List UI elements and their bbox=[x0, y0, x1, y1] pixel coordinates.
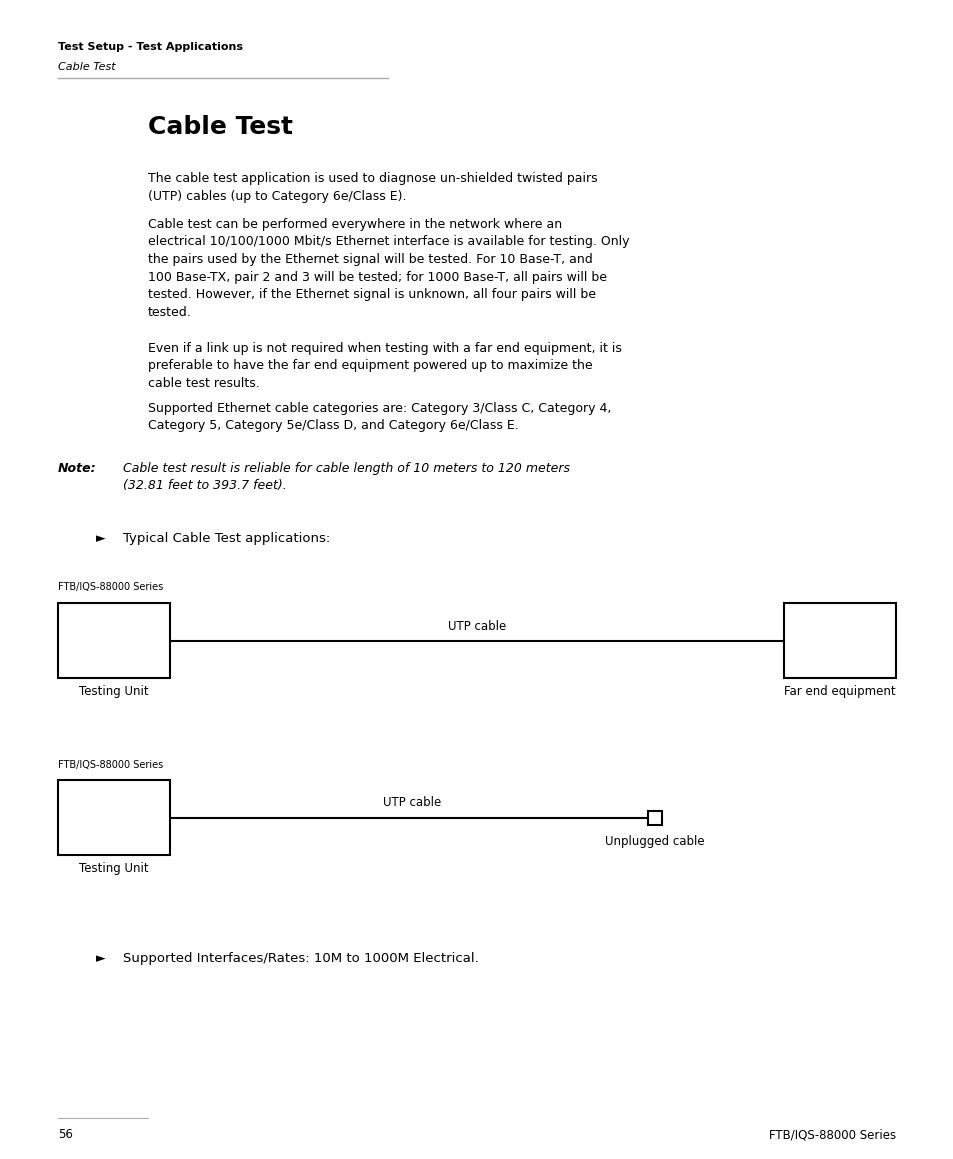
Text: Cable Test: Cable Test bbox=[58, 61, 115, 72]
Text: UTP cable: UTP cable bbox=[447, 620, 506, 633]
Text: Far end equipment: Far end equipment bbox=[783, 685, 895, 698]
Bar bbox=[58, 780, 170, 855]
Text: Even if a link up is not required when testing with a far end equipment, it is
p: Even if a link up is not required when t… bbox=[148, 342, 621, 389]
Text: FTB/IQS-88000 Series: FTB/IQS-88000 Series bbox=[768, 1128, 895, 1140]
Text: Cable test can be performed everywhere in the network where an
electrical 10/100: Cable test can be performed everywhere i… bbox=[148, 218, 629, 319]
Text: Cable test result is reliable for cable length of 10 meters to 120 meters
(32.81: Cable test result is reliable for cable … bbox=[123, 462, 569, 493]
Text: Test Setup - Test Applications: Test Setup - Test Applications bbox=[58, 42, 243, 52]
Text: Supported Interfaces/Rates: 10M to 1000M Electrical.: Supported Interfaces/Rates: 10M to 1000M… bbox=[123, 952, 478, 965]
Text: Supported Ethernet cable categories are: Category 3/Class C, Category 4,
Categor: Supported Ethernet cable categories are:… bbox=[148, 402, 611, 432]
Text: UTP cable: UTP cable bbox=[383, 796, 441, 809]
Text: FTB/IQS-88000 Series: FTB/IQS-88000 Series bbox=[58, 760, 163, 770]
Text: Testing Unit: Testing Unit bbox=[79, 862, 149, 875]
Text: ►: ► bbox=[96, 532, 106, 545]
Text: The cable test application is used to diagnose un-shielded twisted pairs
(UTP) c: The cable test application is used to di… bbox=[148, 172, 597, 203]
Text: 56: 56 bbox=[58, 1128, 72, 1140]
Bar bbox=[58, 603, 170, 678]
Text: Cable Test: Cable Test bbox=[148, 115, 293, 139]
Bar bbox=[783, 603, 895, 678]
Text: ►: ► bbox=[96, 952, 106, 965]
Text: Unplugged cable: Unplugged cable bbox=[604, 836, 704, 848]
Text: Note:: Note: bbox=[58, 462, 96, 475]
Bar bbox=[647, 810, 661, 824]
Text: FTB/IQS-88000 Series: FTB/IQS-88000 Series bbox=[58, 582, 163, 592]
Text: Testing Unit: Testing Unit bbox=[79, 685, 149, 698]
Text: Typical Cable Test applications:: Typical Cable Test applications: bbox=[123, 532, 330, 545]
